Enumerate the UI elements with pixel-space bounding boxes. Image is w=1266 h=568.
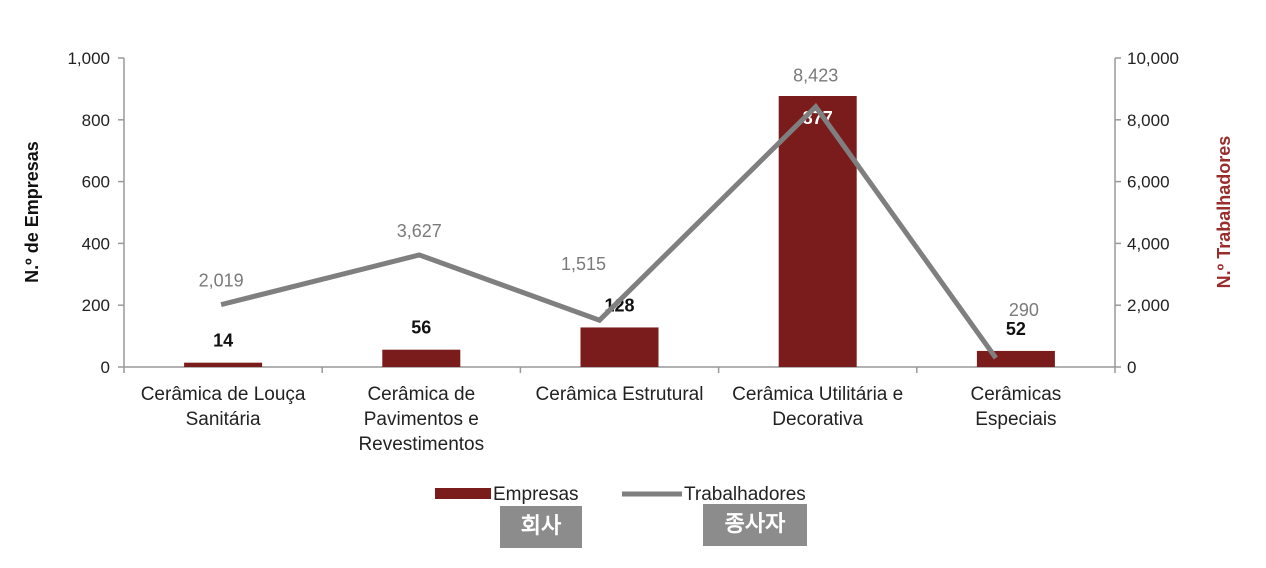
- left-tick-label: 200: [82, 296, 110, 315]
- x-category-label: Pavimentos e: [364, 409, 479, 430]
- left-tick-label: 400: [82, 234, 110, 253]
- x-category-label: Cerâmica de: [367, 384, 475, 405]
- x-category-label: Decorativa: [772, 409, 863, 430]
- x-category-label: Sanitária: [186, 409, 261, 430]
- x-category-label: Revestimentos: [358, 434, 484, 455]
- right-tick-label: 10,000: [1127, 49, 1179, 68]
- x-category-label: Cerâmica Utilitária e: [732, 384, 903, 405]
- right-tick-label: 8,000: [1127, 111, 1170, 130]
- line-value-label: 3,627: [397, 221, 442, 241]
- bar-empresas: [382, 349, 461, 367]
- right-tick-label: 2,000: [1127, 296, 1170, 315]
- line-value-label: 1,515: [561, 254, 606, 274]
- bar-value-label: 52: [1006, 319, 1026, 339]
- x-category-label: Especiais: [975, 409, 1056, 430]
- x-category-label: Cerâmica Estrutural: [536, 384, 704, 405]
- left-tick-label: 600: [82, 173, 110, 192]
- legend-swatch-empresas: [435, 488, 491, 499]
- right-tick-label: 0: [1127, 358, 1136, 377]
- x-category-label: Cerâmicas: [970, 384, 1061, 405]
- bar-empresas: [580, 327, 659, 367]
- legend-label-trabalhadores: Trabalhadores: [684, 484, 806, 505]
- bar-value-label: 56: [411, 318, 431, 338]
- bar-value-label: 14: [213, 331, 233, 351]
- line-trabalhadores: [220, 102, 998, 360]
- bar-empresas: [184, 362, 263, 367]
- line-value-label: 290: [1009, 300, 1039, 320]
- x-category-label: Cerâmica de Louça: [141, 384, 306, 405]
- right-tick-label: 6,000: [1127, 173, 1170, 192]
- left-tick-label: 800: [82, 111, 110, 130]
- legend-label-empresas: Empresas: [493, 484, 579, 505]
- line-value-label: 8,423: [793, 66, 838, 86]
- left-tick-label: 1,000: [67, 49, 110, 68]
- bar-empresas: [976, 350, 1055, 367]
- line-value-label: 2,019: [199, 271, 244, 291]
- bar-empresas: [778, 96, 857, 367]
- right-axis-title: N.º Trabalhadores: [1214, 136, 1234, 289]
- right-tick-label: 4,000: [1127, 234, 1170, 253]
- left-tick-label: 0: [101, 358, 110, 377]
- trabalhadores-korean-tag: 종사자: [703, 504, 807, 546]
- empresas-korean-tag: 회사: [500, 506, 582, 548]
- left-axis-title: N.º de Empresas: [22, 141, 42, 283]
